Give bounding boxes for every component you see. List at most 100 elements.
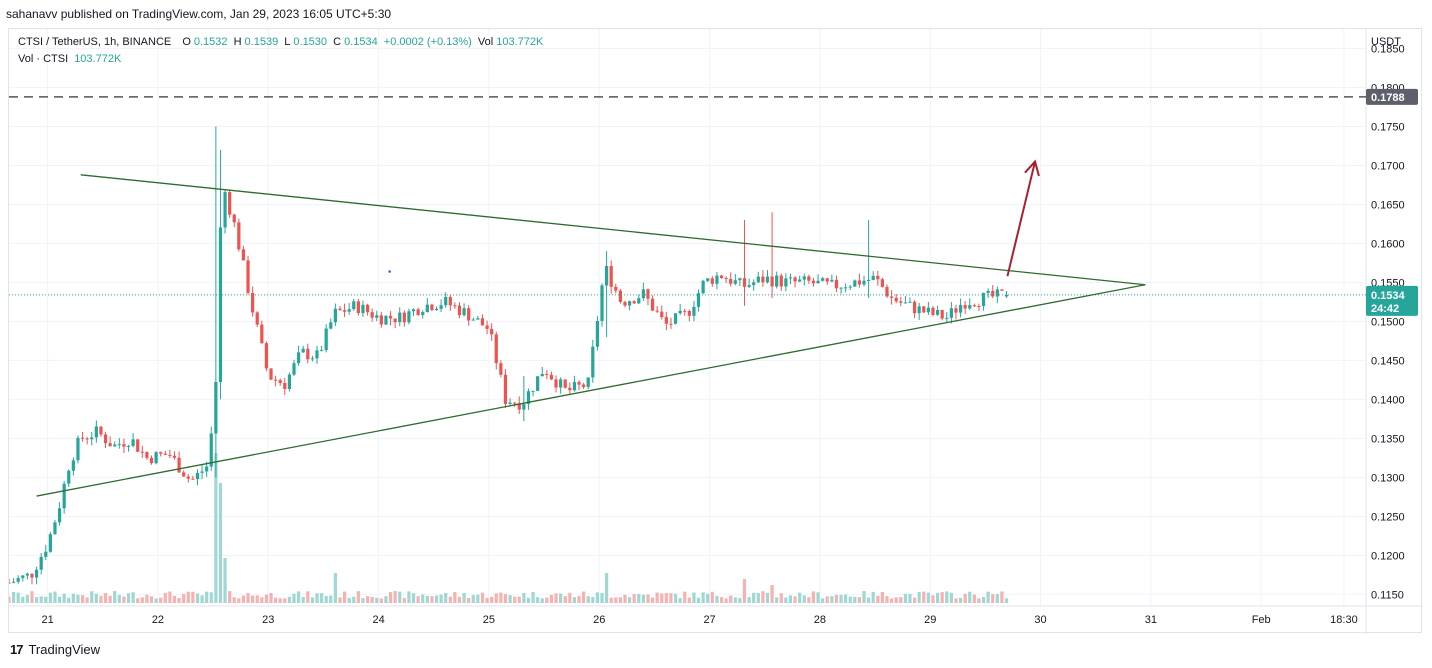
candle-body	[67, 470, 71, 484]
symbol-label[interactable]: CTSI / TetherUS, 1h, BINANCE	[18, 36, 172, 48]
last-price-tag	[1366, 285, 1418, 316]
candle-body	[122, 444, 126, 447]
volume-bar	[480, 592, 485, 603]
candle-body	[793, 277, 797, 282]
candle-body	[935, 309, 940, 315]
candle-body	[981, 292, 986, 306]
time-tick-label: 22	[152, 614, 164, 626]
volume-bar	[618, 597, 622, 603]
candle-body	[968, 305, 972, 309]
volume-bar	[296, 591, 301, 603]
volume-bar	[384, 596, 388, 603]
volume-bar	[241, 595, 246, 603]
candle-body	[632, 301, 636, 304]
price-axis-unit: USDT	[1371, 36, 1401, 48]
candle-body	[931, 307, 935, 315]
candle-body	[977, 305, 981, 307]
volume-bar	[214, 453, 218, 603]
volume-bar	[968, 591, 972, 603]
volume-bar	[485, 597, 489, 603]
candle-body	[664, 317, 668, 324]
volume-bar	[136, 598, 140, 603]
candle-body	[384, 315, 388, 325]
volume-bar	[922, 591, 926, 603]
candle-body	[214, 382, 218, 434]
volume-bar	[287, 596, 292, 603]
volume-bar	[94, 593, 98, 603]
low-label: L	[284, 36, 291, 48]
chart-pane[interactable]: 0.1150 0.1200 0.1250 0.1300 0.1350 0.1400 0.14…	[8, 28, 1423, 634]
resistance-price-label: 0.1788	[1371, 92, 1405, 104]
candle-body	[182, 472, 186, 477]
volume-bar	[342, 591, 347, 603]
candle-body	[232, 214, 236, 223]
candle-body	[807, 276, 811, 281]
volume-series-label[interactable]: Vol · CTSI	[18, 53, 69, 65]
volume-bar	[1004, 598, 1009, 603]
candle-body	[62, 483, 66, 509]
volume-bar	[595, 592, 600, 603]
candle-body	[168, 454, 172, 456]
candle-body	[310, 358, 315, 360]
volume-bar	[526, 597, 531, 603]
candle-body	[885, 286, 889, 297]
volume-bar	[885, 596, 889, 603]
candle-body	[926, 307, 930, 313]
volume-bar	[365, 596, 370, 603]
volume-bar	[159, 597, 163, 603]
price-tick-label: 0.1600	[1371, 238, 1405, 250]
volume-bar	[632, 594, 636, 603]
volume-bar	[228, 591, 232, 603]
volume-bar	[333, 573, 337, 603]
volume-bar	[742, 579, 747, 603]
volume-bar	[398, 591, 402, 603]
candle-body	[269, 368, 273, 380]
volume-bar	[940, 592, 944, 603]
candle-body	[416, 309, 420, 316]
volume-bar	[467, 597, 471, 603]
volume-bar	[715, 595, 719, 603]
volume-bar	[954, 598, 958, 603]
volume-bar	[650, 597, 655, 603]
volume-bar	[370, 596, 374, 603]
volume-bar	[352, 596, 356, 603]
candle-body	[444, 296, 448, 306]
volume-bar	[949, 592, 953, 603]
volume-bar	[963, 593, 967, 603]
price-tick-label: 0.1450	[1371, 355, 1405, 367]
volume-bar	[149, 596, 154, 603]
candle-body	[724, 278, 728, 280]
publisher-line: sahanavv published on TradingView.com, J…	[6, 7, 392, 21]
candle-body	[361, 304, 365, 314]
candle-body	[618, 290, 622, 302]
volume-bar	[494, 593, 498, 603]
candle-body	[577, 382, 581, 385]
volume-bar	[205, 591, 209, 603]
candle-body	[788, 277, 793, 279]
time-tick-label: Feb	[1252, 614, 1271, 626]
volume-bar	[655, 592, 659, 603]
footer-brand[interactable]: 17 TradingView	[10, 642, 100, 657]
candle-body	[94, 426, 98, 438]
volume-bar	[627, 597, 632, 603]
candle-body	[370, 312, 374, 318]
candle-body	[991, 290, 995, 297]
volume-bar	[453, 592, 457, 603]
volume-bar	[545, 597, 549, 603]
price-chart[interactable]: 0.1150 0.1200 0.1250 0.1300 0.1350 0.1400 0.14…	[9, 29, 1423, 634]
volume-bar	[421, 594, 425, 603]
volume-bars	[9, 453, 1009, 603]
candle-body	[871, 275, 875, 280]
candle-body	[480, 318, 485, 326]
candle-body	[172, 455, 177, 458]
volume-bar	[582, 591, 586, 603]
candle-body	[476, 318, 480, 320]
candle-body	[844, 287, 848, 289]
volume-bar	[195, 593, 200, 603]
grid-lines	[9, 29, 1366, 606]
volume-bar	[977, 598, 981, 603]
candle-body	[719, 275, 724, 279]
volume-bar	[103, 592, 108, 603]
volume-bar	[490, 596, 494, 603]
volume-bar	[798, 592, 802, 603]
